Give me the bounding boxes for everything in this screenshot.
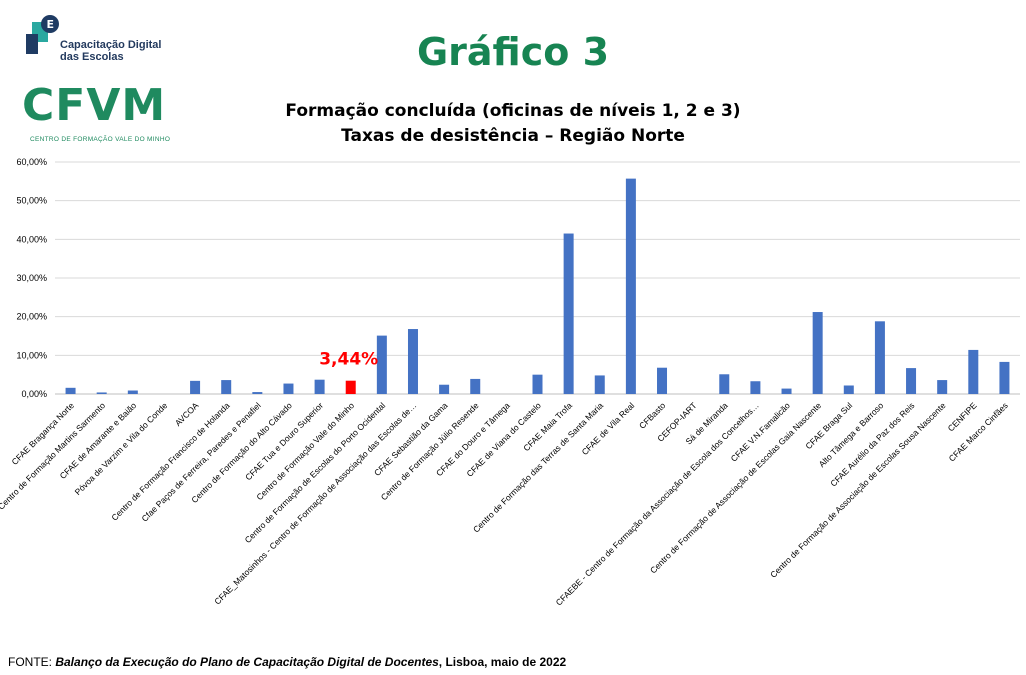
bar	[532, 374, 543, 394]
bar	[221, 380, 232, 394]
x-tick-label: AVCOA	[173, 400, 201, 428]
y-tick-label: 40,00%	[16, 234, 47, 244]
bar	[96, 392, 107, 394]
cfvm-logo-word: CFVM	[22, 80, 167, 131]
bar	[65, 387, 76, 394]
bar	[781, 388, 792, 394]
bar	[407, 329, 418, 394]
cfvm-logo: CFVM CENTRO DE FORMAÇÃO VALE DO MINHO	[20, 80, 180, 145]
bar	[968, 349, 979, 394]
bar	[937, 380, 948, 394]
chart-title-line-2: Taxas de desistência – Região Norte	[341, 126, 685, 146]
bar	[594, 375, 605, 394]
bar	[563, 233, 574, 394]
source-prefix: FONTE:	[8, 655, 56, 669]
bar	[190, 380, 201, 394]
source-title: Balanço da Execução do Plano de Capacita…	[55, 655, 439, 669]
highlight-data-label: 3,44%	[319, 350, 378, 370]
y-tick-label: 60,00%	[16, 157, 47, 167]
bar	[999, 361, 1010, 394]
source-suffix: , Lisboa, maio de 2022	[438, 655, 567, 669]
y-tick-label: 50,00%	[16, 196, 47, 206]
page-title: Gráfico 3	[416, 30, 610, 74]
source-note: FONTE: Balanço da Execução do Plano de C…	[8, 655, 566, 669]
cdc-logo-line2: das Escolas	[60, 51, 124, 63]
cdc-logo-glyph: E	[47, 18, 55, 31]
bar	[345, 380, 356, 394]
capacitacao-digital-logo: E Capacitação Digital das Escolas	[24, 14, 184, 66]
x-tick-label: CFAE de Vila Real	[580, 400, 637, 457]
cfvm-logo-subtitle: CENTRO DE FORMAÇÃO VALE DO MINHO	[30, 136, 171, 143]
bar	[252, 392, 263, 394]
y-tick-label: 20,00%	[16, 312, 47, 322]
x-tick-label: CFBasto	[637, 400, 668, 431]
bar	[657, 367, 668, 394]
x-tick-label: Centro de Formação Francisco de Holanda	[109, 400, 232, 523]
bar	[625, 178, 636, 394]
bar	[750, 381, 761, 394]
x-tick-label: CFAE V.N.Famalicão	[729, 400, 792, 463]
bar	[906, 368, 917, 394]
bar	[470, 378, 481, 394]
x-tick-label: CFAEBE - Centro de Formação da Associaçã…	[554, 400, 761, 607]
x-tick-label: CFAE_Matosinhos - Centro de Formação de …	[212, 400, 418, 606]
cdc-logo-text: Capacitação Digital das Escolas	[60, 39, 161, 63]
bar	[127, 390, 138, 394]
y-tick-label: 0,00%	[21, 389, 47, 399]
y-tick-label: 30,00%	[16, 273, 47, 283]
y-tick-label: 10,00%	[16, 350, 47, 360]
chart-title-line-1: Formação concluída (oficinas de níveis 1…	[285, 101, 741, 121]
x-tick-label: CFAE Marco Cinfães	[947, 400, 1010, 463]
bar	[843, 385, 854, 394]
bar	[812, 312, 823, 394]
bar-chart: 0,00% 10,00% 20,00% 30,00% 40,00% 50,00% 60,00…	[0, 157, 1020, 608]
bar	[376, 335, 387, 394]
bar	[439, 384, 450, 394]
bar	[314, 379, 325, 394]
bar	[719, 374, 730, 394]
cdc-logo-line1: Capacitação Digital	[60, 39, 162, 51]
bar	[283, 383, 294, 394]
bar	[874, 321, 885, 394]
cdc-logo-icon: E	[26, 15, 59, 54]
